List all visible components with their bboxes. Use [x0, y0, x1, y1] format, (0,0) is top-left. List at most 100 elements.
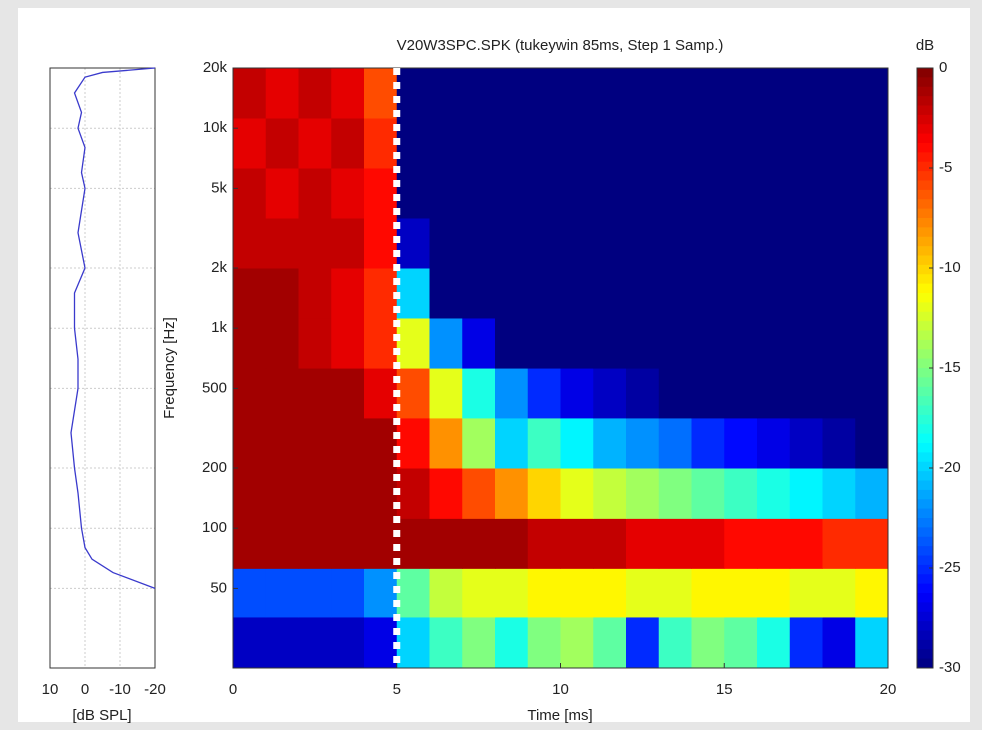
heatmap-cell — [495, 417, 529, 469]
heatmap-cell — [396, 167, 430, 219]
heatmap-cell — [626, 217, 660, 269]
colorbar-tick-label: -20 — [939, 459, 961, 476]
heatmap-cell — [462, 568, 496, 618]
heatmap-cell — [757, 268, 791, 319]
heatmap-cell — [560, 217, 594, 269]
heatmap-cell — [331, 417, 365, 469]
heatmap-cell — [429, 268, 463, 319]
heatmap-cell — [658, 167, 692, 219]
heatmap-cell — [429, 317, 463, 369]
heatmap-cell — [593, 568, 627, 618]
heatmap-cell — [495, 68, 529, 119]
heatmap-cell — [822, 268, 856, 319]
heatmap-cell — [396, 217, 430, 269]
heatmap-cell — [527, 217, 561, 269]
colorbar-swatch — [917, 199, 933, 210]
heatmap-cell — [265, 268, 299, 319]
heatmap-cell — [560, 518, 594, 569]
heatmap-cell — [593, 417, 627, 469]
heatmap-cell — [560, 317, 594, 369]
heatmap-cell — [527, 417, 561, 469]
colorbar-tick-label: -25 — [939, 559, 961, 576]
heatmap-cell — [691, 518, 725, 569]
y-tick-label: 20k — [203, 59, 228, 76]
colorbar-swatch — [917, 264, 933, 275]
heatmap-cell — [626, 518, 660, 569]
heatmap-cell — [593, 616, 627, 669]
y-tick-label: 200 — [202, 459, 227, 476]
heatmap-cell — [757, 117, 791, 169]
heatmap-cell — [331, 68, 365, 119]
heatmap-cell — [724, 317, 758, 369]
colorbar-tick-label: -15 — [939, 359, 961, 376]
colorbar-swatch — [917, 564, 933, 575]
colorbar-swatch — [917, 433, 933, 444]
heatmap-cell — [233, 368, 267, 419]
colorbar-swatch — [917, 386, 933, 397]
heatmap-cell — [396, 317, 430, 369]
heatmap-cell — [462, 417, 496, 469]
x-tick-label: -20 — [144, 681, 166, 698]
y-tick-label: 500 — [202, 379, 227, 396]
colorbar-swatch — [917, 499, 933, 510]
heatmap-cell — [233, 518, 267, 569]
x-tick-label: -10 — [109, 681, 131, 698]
heatmap-cell — [265, 117, 299, 169]
heatmap-cell — [626, 317, 660, 369]
heatmap-cell — [724, 167, 758, 219]
heatmap-cell — [757, 616, 791, 669]
heatmap-cell — [855, 68, 889, 119]
heatmap-cell — [396, 468, 430, 519]
colorbar-swatch — [917, 133, 933, 144]
heatmap-cell — [724, 568, 758, 618]
heatmap-cell — [527, 368, 561, 419]
heatmap-cell — [429, 616, 463, 669]
heatmap-cell — [233, 616, 267, 669]
heatmap-cell — [396, 568, 430, 618]
heatmap-cell — [462, 68, 496, 119]
heatmap-cell — [298, 117, 332, 169]
heatmap-cell — [265, 368, 299, 419]
heatmap-cell — [364, 616, 398, 669]
heatmap-cell — [658, 568, 692, 618]
heatmap-cell — [298, 417, 332, 469]
heatmap-cell — [462, 616, 496, 669]
colorbar-swatch — [917, 583, 933, 594]
colorbar-swatch — [917, 274, 933, 285]
heatmap-cell — [658, 68, 692, 119]
heatmap-cell — [593, 167, 627, 219]
heatmap-cell — [298, 68, 332, 119]
colorbar-swatch — [917, 68, 933, 78]
heatmap-cell — [331, 117, 365, 169]
heatmap-cell — [527, 568, 561, 618]
heatmap-cell — [789, 616, 823, 669]
heatmap-cell — [396, 518, 430, 569]
heatmap-cell — [757, 317, 791, 369]
heatmap-cell — [658, 518, 692, 569]
x-tick-label: 15 — [716, 681, 733, 698]
heatmap-cell — [560, 268, 594, 319]
heatmap-cell — [691, 117, 725, 169]
heatmap-cell — [429, 68, 463, 119]
colorbar-swatch — [917, 602, 933, 613]
heatmap-cell — [265, 568, 299, 618]
colorbar-swatch — [917, 518, 933, 528]
colorbar-label: dB — [916, 37, 934, 54]
heatmap-cell — [822, 468, 856, 519]
heatmap-cell — [462, 167, 496, 219]
colorbar-swatch — [917, 508, 933, 519]
side-x-axis-label: [dB SPL] — [72, 707, 131, 724]
colorbar-swatch — [917, 124, 933, 135]
colorbar-swatch — [917, 358, 933, 369]
colorbar-swatch — [917, 293, 933, 303]
heatmap-cell — [396, 68, 430, 119]
heatmap-cell — [691, 417, 725, 469]
heatmap-cell — [495, 568, 529, 618]
heatmap-cell — [298, 616, 332, 669]
heatmap-cell — [495, 616, 529, 669]
heatmap-cell — [593, 368, 627, 419]
heatmap-cell — [757, 568, 791, 618]
heatmap-cell — [560, 468, 594, 519]
heatmap-cell — [789, 417, 823, 469]
response-line — [70, 67, 156, 590]
